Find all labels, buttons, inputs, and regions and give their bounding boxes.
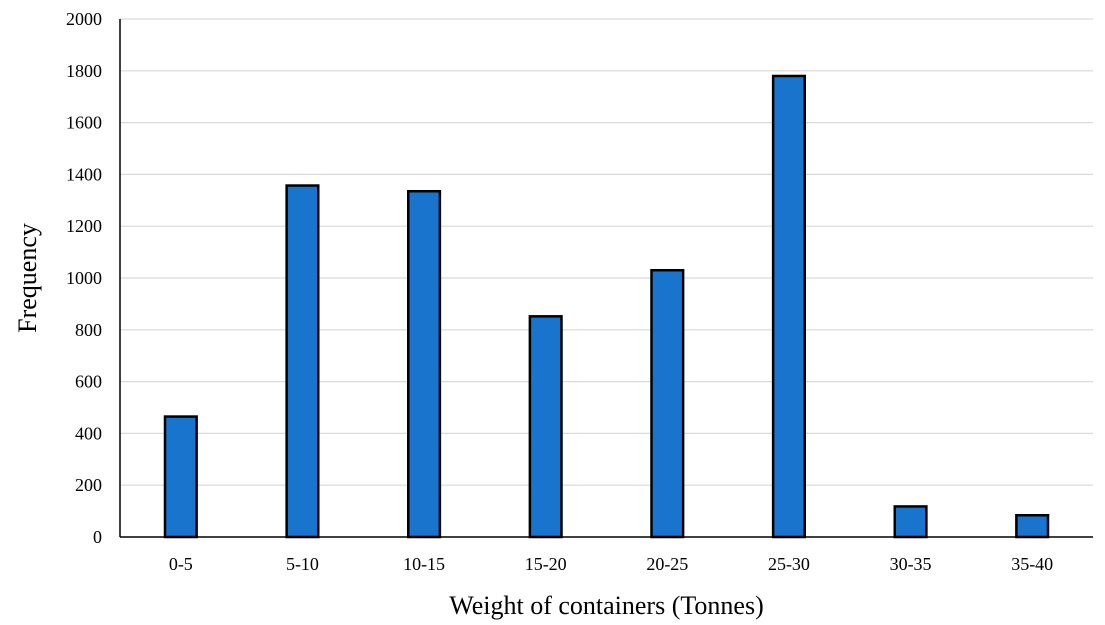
y-tick-label: 200	[75, 475, 102, 495]
y-tick-label: 1000	[66, 268, 102, 288]
y-tick-label: 2000	[66, 9, 102, 29]
bars	[163, 74, 1050, 539]
x-tick-label: 35-40	[1011, 554, 1053, 574]
x-tick-label: 10-15	[403, 554, 445, 574]
bar-0-5	[163, 415, 198, 539]
y-axis-title: Frequency	[13, 223, 42, 333]
y-tick-label: 1200	[66, 216, 102, 236]
gridlines	[120, 18, 1093, 486]
x-tick-label: 15-20	[525, 554, 567, 574]
x-tick-label: 30-35	[890, 554, 932, 574]
y-tick-label: 1400	[66, 164, 102, 184]
y-tick-label: 0	[93, 527, 102, 547]
bar-15-20	[528, 315, 563, 539]
x-tick-label: 25-30	[768, 554, 810, 574]
x-axis-title: Weight of containers (Tonnes)	[449, 591, 764, 620]
y-tick-label: 400	[75, 423, 102, 443]
x-tick-label: 20-25	[646, 554, 688, 574]
y-tick-labels: 0 200 400 600 800 1000 1200 1400 1600 1800 2000	[66, 9, 102, 547]
x-tick-label: 5-10	[286, 554, 319, 574]
y-tick-label: 1600	[66, 113, 102, 133]
axes	[119, 19, 1093, 538]
bar-30-35	[893, 505, 928, 539]
y-tick-label: 600	[75, 372, 102, 392]
y-tick-label: 800	[75, 320, 102, 340]
bar-35-40	[1015, 513, 1050, 539]
bar-25-30	[771, 74, 806, 539]
bar-5-10	[285, 184, 320, 539]
bar-20-25	[650, 268, 685, 539]
bar-10-15	[407, 189, 442, 539]
x-tick-label: 0-5	[169, 554, 193, 574]
y-tick-label: 1800	[66, 61, 102, 81]
x-tick-labels: 0-5 5-10 10-15 15-20 20-25 25-30 30-35 35-40	[169, 554, 1053, 574]
